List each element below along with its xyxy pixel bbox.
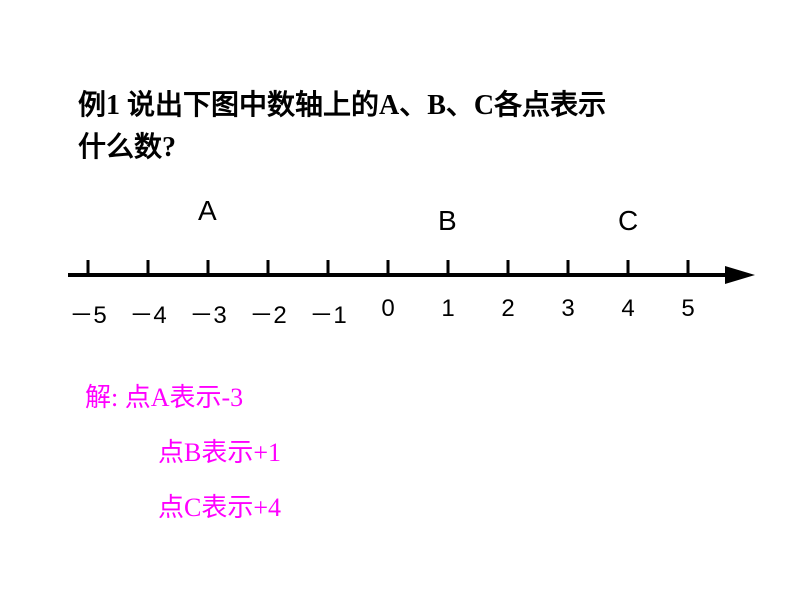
tick-label: －5 [69, 295, 106, 330]
tick-label: 1 [441, 295, 454, 323]
tick-label: 5 [681, 295, 694, 323]
number-line-svg [60, 260, 760, 300]
solution-line-3: 点C表示+4 [158, 487, 281, 524]
tick-label: －3 [189, 295, 226, 330]
tick-label: －2 [249, 295, 286, 330]
tick-label: 3 [561, 295, 574, 323]
point-label-a: A [198, 195, 217, 227]
question-line1: 例1 说出下图中数轴上的A、B、C各点表示 [78, 85, 606, 127]
number-line-container: A B C －5 －4 －3 －2 －1 0 1 2 3 4 5 [60, 195, 760, 335]
tick-label: －4 [129, 295, 166, 330]
point-label-c: C [618, 205, 638, 237]
tick-label: 0 [381, 295, 394, 323]
point-label-b: B [438, 205, 457, 237]
tick-label: －1 [309, 295, 346, 330]
tick-label: 4 [621, 295, 634, 323]
question-line2: 什么数? [78, 127, 176, 169]
tick-label: 2 [501, 295, 514, 323]
solution-line-1: 解: 点A表示-3 [85, 377, 243, 414]
solution-line-2: 点B表示+1 [158, 432, 281, 469]
